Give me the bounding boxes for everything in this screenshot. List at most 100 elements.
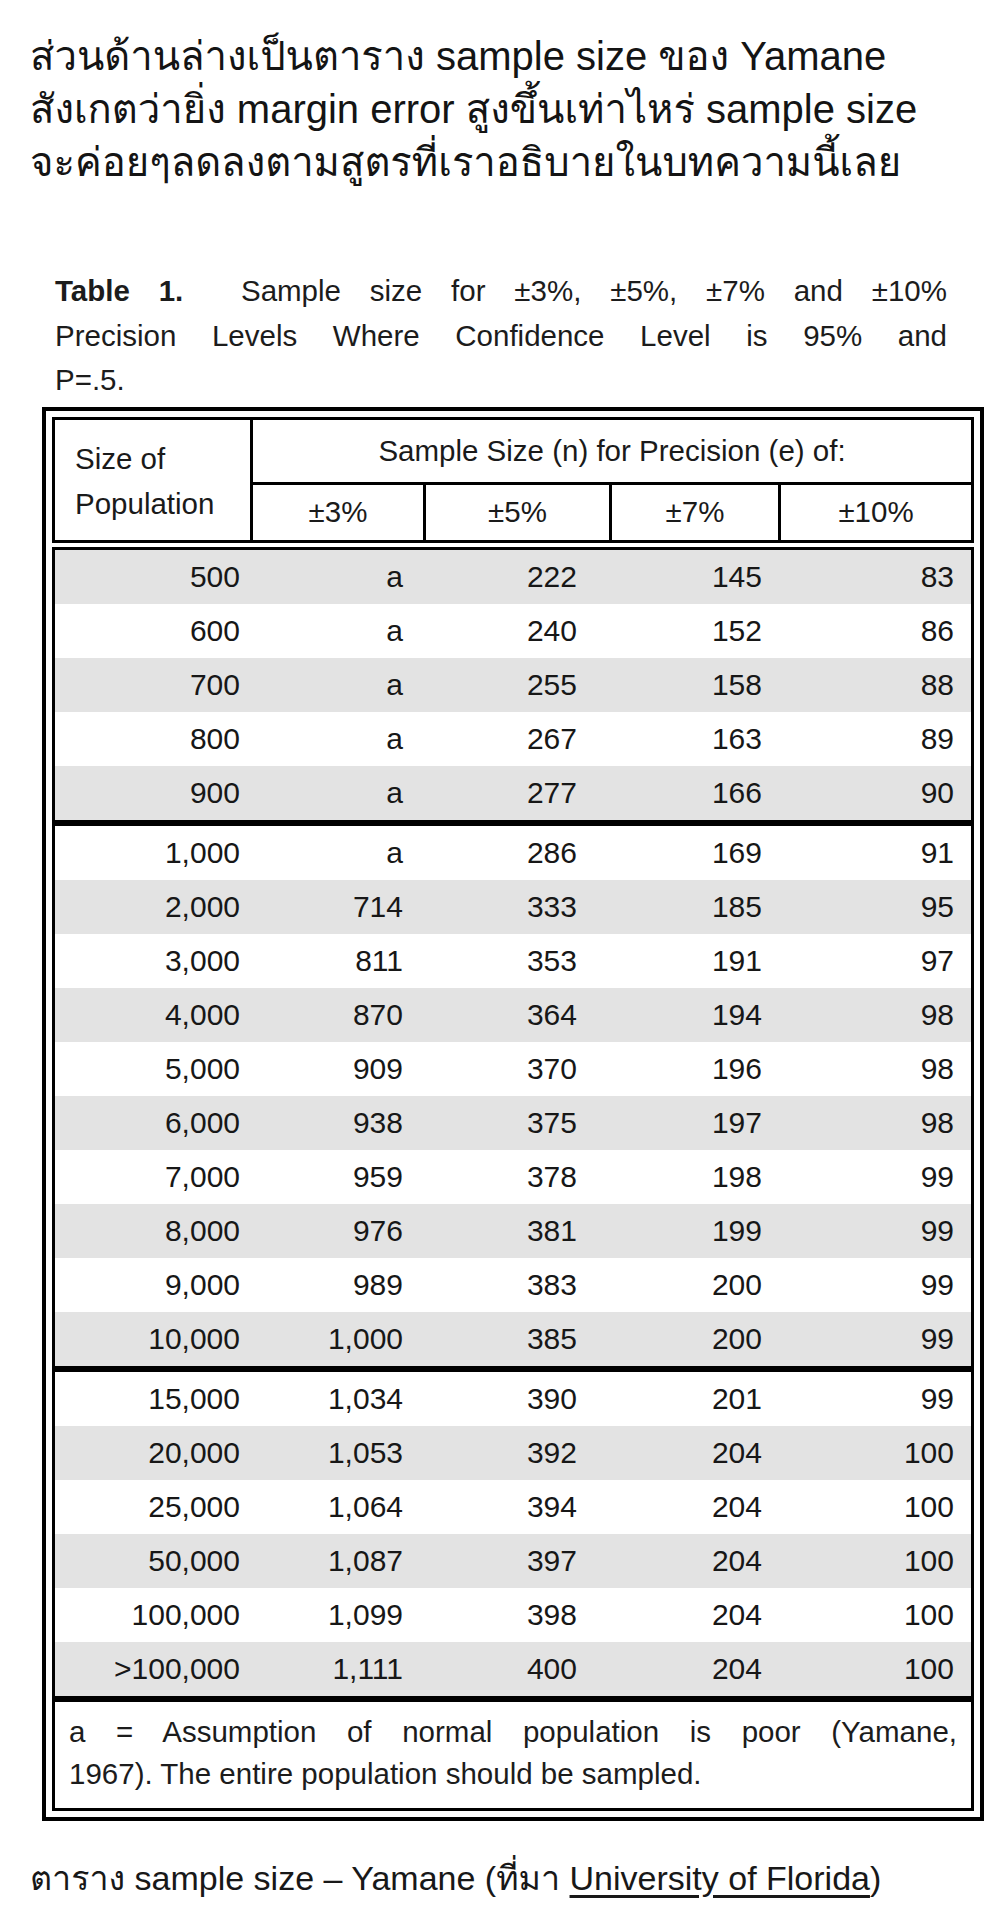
population-cell: 4,000 [55, 998, 253, 1032]
sample-size-cell: 91 [781, 836, 971, 870]
table-header: Size of Population Sample Size (n) for P… [52, 417, 974, 543]
sample-size-cell: 166 [612, 776, 781, 810]
sample-size-cell: 1,064 [253, 1490, 426, 1524]
table-title-line-2: Precision Levels Where Confidence Level … [55, 314, 947, 359]
sample-size-cell: 976 [253, 1214, 426, 1248]
sample-size-cell: 100 [781, 1436, 971, 1470]
sample-size-cell: 397 [426, 1544, 612, 1578]
sample-size-cell: 90 [781, 776, 971, 810]
table-row: 20,0001,053392204100 [55, 1426, 971, 1480]
sample-size-cell: 98 [781, 1106, 971, 1140]
population-cell: 700 [55, 668, 253, 702]
sample-size-cell: 959 [253, 1160, 426, 1194]
sample-size-cell: 198 [612, 1160, 781, 1194]
sample-size-cell: 392 [426, 1436, 612, 1470]
table-row: 900a27716690 [55, 766, 971, 820]
table-row: 7,00095937819899 [55, 1150, 971, 1204]
table-row: 6,00093837519798 [55, 1096, 971, 1150]
sample-size-cell: a [253, 668, 426, 702]
table-group: 15,0001,0343902019920,0001,0533922041002… [52, 1369, 974, 1699]
caption-prefix: ตาราง sample size – Yamane (ที่มา [30, 1859, 570, 1897]
sample-size-cell: 255 [426, 668, 612, 702]
header-right-section: Sample Size (n) for Precision (e) of: ±3… [253, 420, 971, 540]
population-cell: >100,000 [55, 1652, 253, 1686]
intro-line-3: จะค่อยๆลดลงตามสูตรที่เราอธิบายในบทความนี… [30, 136, 999, 189]
sample-size-cell: 100 [781, 1652, 971, 1686]
sample-size-cell: 88 [781, 668, 971, 702]
footnote-line-1: a = Assumption of normal population is p… [69, 1711, 957, 1753]
sample-size-cell: a [253, 560, 426, 594]
sample-size-cell: 277 [426, 776, 612, 810]
table-row: 100,0001,099398204100 [55, 1588, 971, 1642]
table-row: 500a22214583 [55, 550, 971, 604]
intro-line-1: ส่วนด้านล่างเป็นตาราง sample size ของ Ya… [30, 30, 999, 83]
sample-size-cell: a [253, 776, 426, 810]
population-cell: 7,000 [55, 1160, 253, 1194]
sample-size-cell: 163 [612, 722, 781, 756]
sample-size-cell: 811 [253, 944, 426, 978]
table-row: 15,0001,03439020199 [55, 1372, 971, 1426]
sample-size-cell: 400 [426, 1652, 612, 1686]
sample-size-cell: 240 [426, 614, 612, 648]
sample-size-cell: 145 [612, 560, 781, 594]
sample-size-cell: 196 [612, 1052, 781, 1086]
sample-size-cell: 169 [612, 836, 781, 870]
population-cell: 8,000 [55, 1214, 253, 1248]
table-row: 3,00081135319197 [55, 934, 971, 988]
table-title-rest: Sample size for ±3%, ±5%, ±7% and ±10% [241, 274, 947, 307]
university-of-florida-link[interactable]: University of Florida [570, 1859, 870, 1897]
table-row: 800a26716389 [55, 712, 971, 766]
table-row: 9,00098938320099 [55, 1258, 971, 1312]
table-footnote: a = Assumption of normal population is p… [52, 1699, 974, 1811]
sample-size-cell: 1,000 [253, 1322, 426, 1356]
header-size-of-population: Size of Population [55, 420, 253, 540]
caption-suffix: ) [870, 1859, 881, 1897]
table-body: 500a22214583600a24015286700a25515888800a… [52, 547, 974, 1699]
sample-size-cell: 375 [426, 1106, 612, 1140]
sample-size-cell: 95 [781, 890, 971, 924]
sample-size-cell: 1,087 [253, 1544, 426, 1578]
figure-caption: ตาราง sample size – Yamane (ที่มา Univer… [30, 1851, 999, 1905]
sample-size-cell: 99 [781, 1322, 971, 1356]
sample-size-cell: 390 [426, 1382, 612, 1416]
table-number: Table 1. [55, 274, 183, 307]
sample-size-cell: 1,099 [253, 1598, 426, 1632]
table-title: Table 1. Sample size for ±3%, ±5%, ±7% a… [55, 269, 947, 403]
population-cell: 800 [55, 722, 253, 756]
sample-size-cell: 185 [612, 890, 781, 924]
header-size-of: Size of [75, 436, 250, 481]
sample-size-cell: 99 [781, 1382, 971, 1416]
table-title-line-3: P=.5. [55, 358, 947, 403]
population-cell: 6,000 [55, 1106, 253, 1140]
header-precision-col: ±5% [426, 485, 612, 540]
population-cell: 15,000 [55, 1382, 253, 1416]
header-precision-col: ±10% [781, 485, 971, 540]
sample-size-cell: 353 [426, 944, 612, 978]
sample-size-cell: 158 [612, 668, 781, 702]
population-cell: 10,000 [55, 1322, 253, 1356]
sample-size-cell: 100 [781, 1490, 971, 1524]
header-population: Population [75, 481, 250, 526]
sample-size-cell: 201 [612, 1382, 781, 1416]
table-row: 600a24015286 [55, 604, 971, 658]
sample-size-cell: 100 [781, 1544, 971, 1578]
sample-size-cell: 383 [426, 1268, 612, 1302]
sample-size-cell: 200 [612, 1268, 781, 1302]
sample-size-cell: 714 [253, 890, 426, 924]
population-cell: 50,000 [55, 1544, 253, 1578]
sample-size-cell: 99 [781, 1160, 971, 1194]
header-sample-size-span: Sample Size (n) for Precision (e) of: [253, 420, 971, 485]
sample-size-cell: 197 [612, 1106, 781, 1140]
population-cell: 20,000 [55, 1436, 253, 1470]
table-row: >100,0001,111400204100 [55, 1642, 971, 1696]
sample-size-cell: 333 [426, 890, 612, 924]
intro-paragraph: ส่วนด้านล่างเป็นตาราง sample size ของ Ya… [30, 30, 999, 189]
sample-size-cell: a [253, 614, 426, 648]
population-cell: 9,000 [55, 1268, 253, 1302]
table-row: 25,0001,064394204100 [55, 1480, 971, 1534]
table-group: 500a22214583600a24015286700a25515888800a… [52, 547, 974, 823]
sample-size-cell: a [253, 836, 426, 870]
table-row: 10,0001,00038520099 [55, 1312, 971, 1366]
sample-size-cell: 222 [426, 560, 612, 594]
table-row: 1,000a28616991 [55, 826, 971, 880]
